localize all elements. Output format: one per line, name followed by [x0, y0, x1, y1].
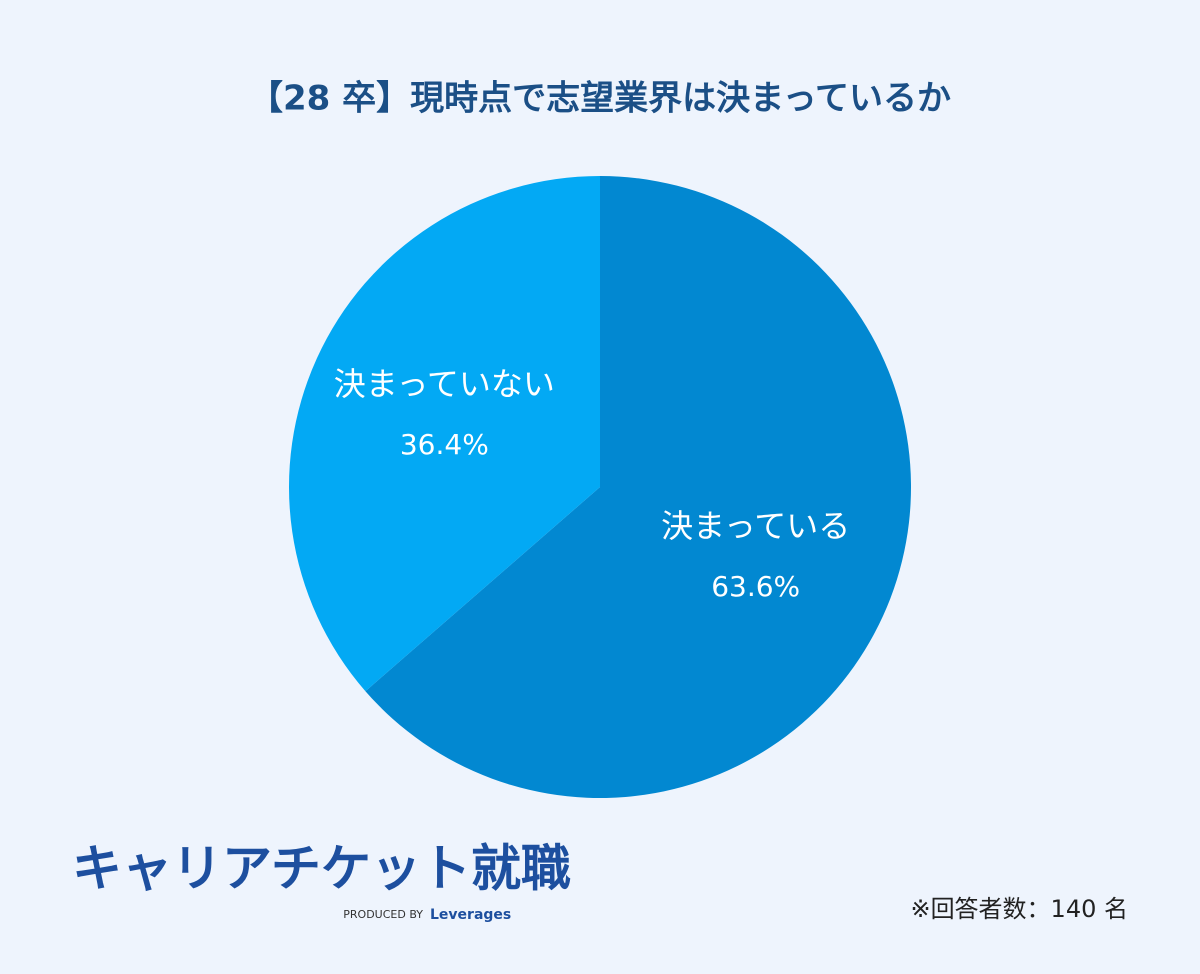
slice-label: 決まっている [661, 507, 850, 545]
slice-label: 決まっていない [334, 365, 555, 403]
logo: キャリアチケット就職 [72, 840, 571, 898]
pie: 決まっている 63.6% 決まっていない 36.4% [288, 176, 911, 798]
pie-slice [288, 176, 600, 692]
slice-value-label: 36.4% [400, 428, 489, 461]
pie-slice [365, 176, 911, 798]
produced-by: PRODUCED BY [343, 908, 423, 921]
slice-value-label: 63.6% [711, 570, 800, 603]
company: Leverages [430, 907, 511, 923]
chart-title: 【28 卒】現時点で志望業界は決まっているか [249, 79, 951, 119]
note: ※回答者数：140 名 [910, 895, 1128, 923]
